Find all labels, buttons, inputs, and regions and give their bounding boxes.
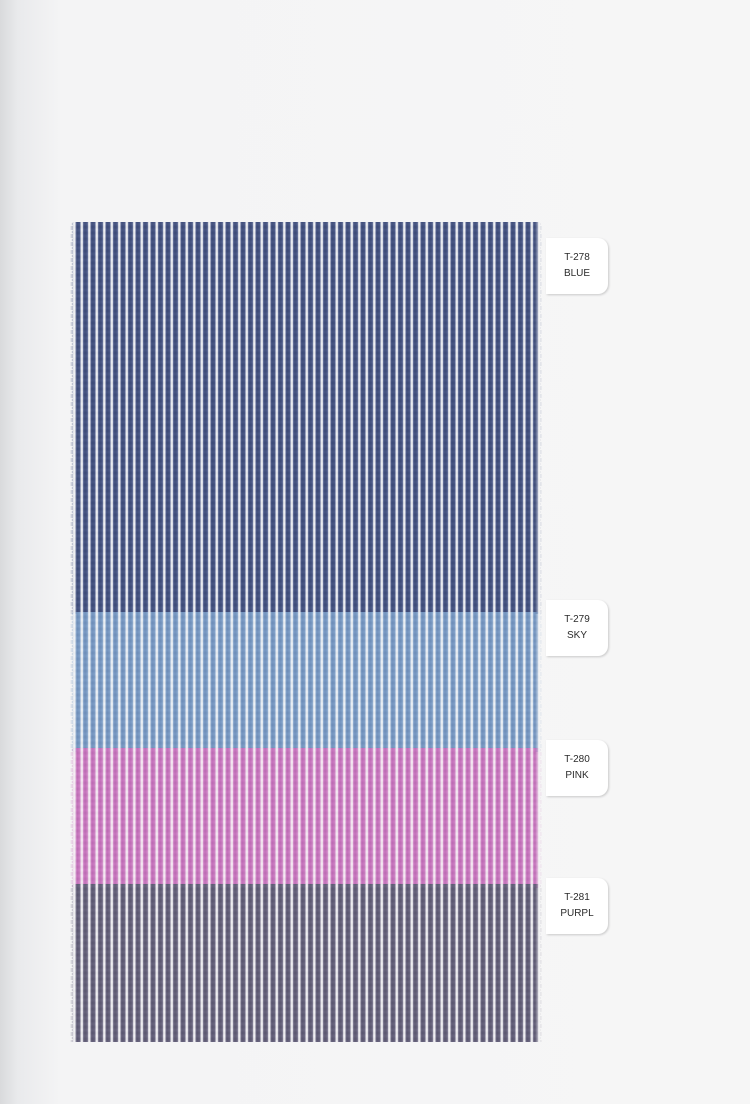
fabric-texture	[70, 612, 542, 752]
swatch-color-name: BLUE	[563, 268, 591, 279]
pinked-edge-left	[69, 884, 77, 1042]
fabric-texture	[70, 748, 542, 888]
swatch-stack	[69, 219, 543, 1042]
swatch-label-blue: T-278 BLUE	[546, 238, 608, 294]
pinked-edge-left	[69, 612, 77, 752]
fabric-texture	[70, 884, 542, 1042]
swatch-label-pink: T-280 PINK	[546, 740, 608, 796]
pinked-edge-right	[535, 222, 543, 614]
swatch-purpl	[69, 881, 543, 1042]
swatch-color-name: SKY	[566, 630, 587, 641]
fabric-texture	[70, 222, 542, 614]
swatch-label-purpl: T-281 PURPL	[546, 878, 608, 934]
swatch-color-name: PURPL	[560, 908, 594, 919]
pinked-edge-left	[69, 222, 77, 614]
swatch-pink	[69, 745, 543, 888]
swatch-code: T-278	[564, 252, 590, 263]
pinked-edge-left	[69, 748, 77, 888]
swatch-code: T-279	[564, 614, 590, 625]
pinked-edge-right	[535, 748, 543, 888]
pinked-edge-right	[535, 884, 543, 1042]
swatch-color-name: PINK	[565, 770, 589, 781]
swatch-sky	[69, 609, 543, 752]
pinked-edge-right	[535, 612, 543, 752]
swatch-blue	[69, 219, 543, 614]
swatch-code: T-280	[564, 754, 590, 765]
swatch-label-sky: T-279 SKY	[546, 600, 608, 656]
swatch-code: T-281	[564, 892, 590, 903]
